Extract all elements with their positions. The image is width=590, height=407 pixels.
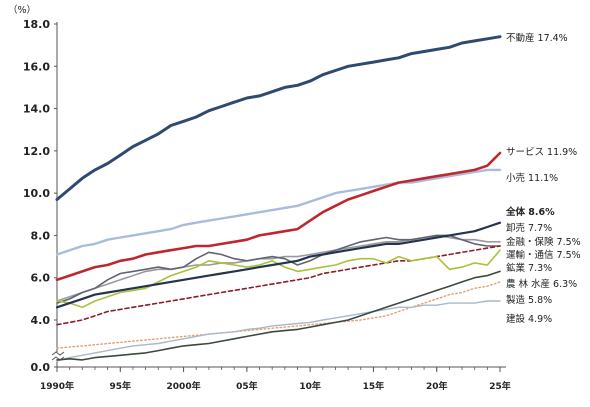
series-label: 農 林 水産 6.3% bbox=[506, 278, 577, 290]
series-label: 運輸・通信 7.5% bbox=[506, 249, 581, 261]
series-line bbox=[56, 300, 501, 362]
x-tick-label: 15年 bbox=[363, 380, 385, 392]
x-tick-label: 10年 bbox=[299, 380, 321, 392]
y-tick-label: 18.0 bbox=[23, 18, 50, 31]
series-label: 製造 5.8% bbox=[506, 294, 552, 306]
x-tick-label: 95年 bbox=[110, 380, 132, 392]
series-line bbox=[55, 35, 502, 201]
series-line bbox=[55, 168, 502, 256]
series-line bbox=[56, 281, 501, 349]
series-label: 金融・保険 7.5% bbox=[506, 236, 581, 248]
series-label: サービス 11.9% bbox=[506, 147, 577, 158]
y-tick-label: 14.0 bbox=[23, 103, 50, 116]
series-line bbox=[55, 221, 502, 309]
x-tick-label: 05年 bbox=[236, 380, 258, 392]
unit-label: （%） bbox=[8, 4, 36, 16]
series-label: 卸売 7.7% bbox=[506, 222, 552, 234]
y-tick-label: 12.0 bbox=[23, 145, 50, 158]
series-label: 不動産 17.4% bbox=[506, 32, 568, 44]
axis-break-mark-bottom bbox=[51, 356, 65, 361]
x-tick-label: 2000年 bbox=[167, 380, 201, 392]
x-tick-label: 1990年 bbox=[40, 380, 74, 392]
y-tick-label: 6.0 bbox=[31, 272, 51, 285]
series-line bbox=[55, 151, 502, 282]
series-line bbox=[56, 234, 501, 304]
series-label: 小売 11.1% bbox=[506, 172, 558, 184]
x-tick-label: 20年 bbox=[426, 380, 448, 392]
y-tick-label: 4.0 bbox=[31, 314, 51, 327]
y-tick-label: 10.0 bbox=[23, 187, 50, 200]
series-line bbox=[56, 270, 501, 361]
series-label: 鉱業 7.3% bbox=[506, 262, 552, 274]
y-tick-label: 16.0 bbox=[23, 60, 50, 73]
axis-break-mark-top bbox=[51, 351, 65, 356]
series-label: 全体 8.6% bbox=[505, 206, 555, 218]
x-tick-label: 25年 bbox=[489, 380, 511, 392]
y-tick-label: 0.0 bbox=[31, 361, 51, 374]
y-tick-label: 8.0 bbox=[31, 229, 51, 242]
series-label: 建設 4.9% bbox=[506, 313, 552, 325]
